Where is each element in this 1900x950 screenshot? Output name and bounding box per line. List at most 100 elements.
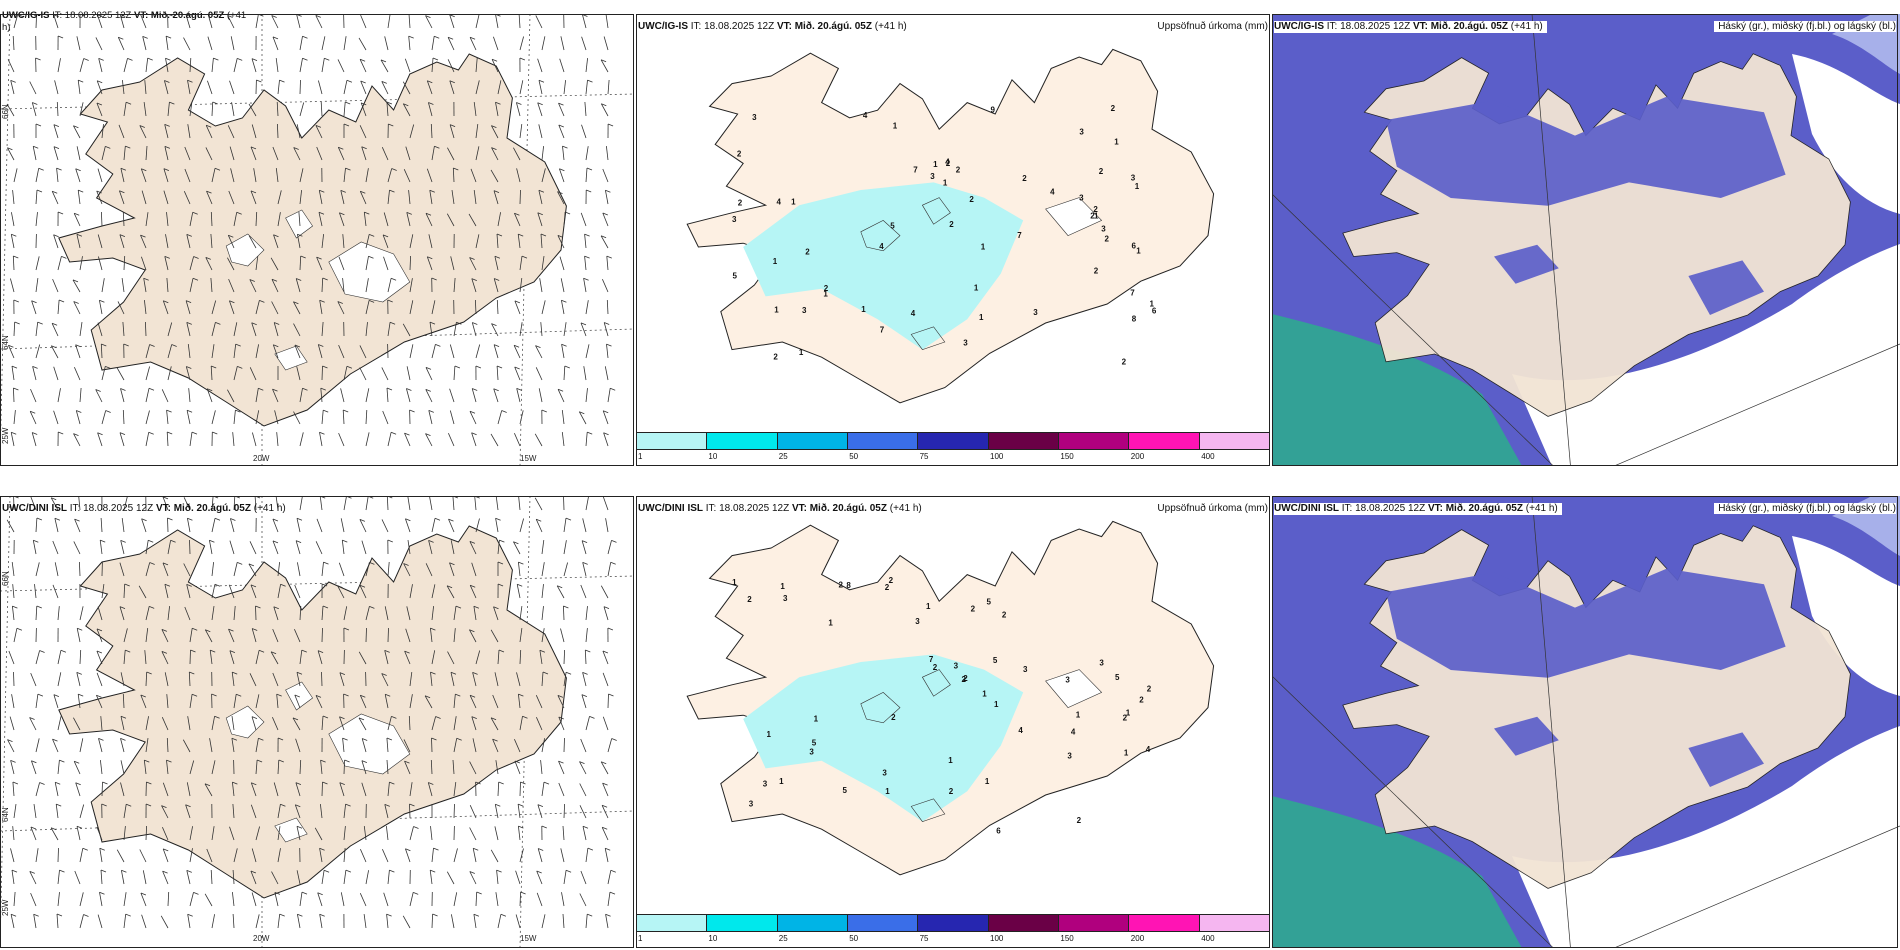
colorbar-swatch (918, 433, 989, 449)
precip-value-label: 2 (1123, 713, 1128, 722)
clear-sky-area (1512, 244, 1900, 466)
longitude-line (0, 14, 11, 466)
precip-value-label: 2 (969, 195, 974, 204)
colorbar-swatch (1199, 915, 1269, 931)
precip-value-label: 2 (1077, 816, 1082, 825)
precip-value-label: 2 (1099, 167, 1104, 176)
cloud-map-title-bottom: Háský (gr.), miðský (fj.bl.) og lágský (… (1714, 503, 1896, 514)
precip-value-label: 2 (971, 604, 976, 613)
precip-value-label: 4 (1050, 187, 1055, 196)
precip-colorbar-top (636, 432, 1270, 450)
model-name: UWC/DINI ISL (2, 503, 67, 514)
high-cloud-area (1272, 796, 1522, 948)
lon-label-20w: 20W (253, 934, 270, 943)
precip-value-label: 3 (752, 113, 757, 122)
wind-map-bottom (0, 496, 634, 948)
colorbar-label: 10 (708, 934, 718, 943)
colorbar-label: 100 (990, 452, 1004, 461)
colorbar-swatch (988, 433, 1059, 449)
precip-value-label: 1 (861, 305, 866, 314)
valid-time: VT: Mið. 20.ágú. 05Z (791, 503, 887, 514)
lat-label-66n: 66N (1, 104, 10, 119)
precip-value-label: 5 (812, 738, 817, 747)
region-boundary (1272, 675, 1554, 948)
precip-value-label: 2 (1094, 266, 1099, 275)
wind-map-header-bottom: UWC/DINI ISL IT: 18.08.2025 12Z VT: Mið.… (2, 503, 286, 515)
lon-label-25w: 25W (1, 899, 10, 916)
precip-value-label: 3 (1079, 128, 1084, 137)
region-boundary (1613, 825, 1900, 948)
colorbar-label: 400 (1201, 452, 1215, 461)
precip-value-label: 1 (982, 690, 987, 699)
precip-value-label: 1 (1124, 748, 1129, 757)
precip-value-label: 4 (777, 197, 782, 206)
lead-time: (+41 h) (250, 503, 286, 514)
precip-value-label: 2 (933, 663, 938, 672)
colorbar-swatch (1058, 433, 1130, 449)
precip-value-label: 3 (1131, 174, 1136, 183)
glacier (860, 692, 901, 724)
precip-value-label: 7 (913, 165, 918, 174)
precip-map-title-top: Uppsöfnuð úrkoma (mm) (1157, 21, 1268, 32)
precip-value-label: 2 (737, 149, 742, 158)
clear-sky-area (1512, 726, 1900, 948)
precip-value-label: 2 (889, 576, 894, 585)
cloud-map-panel-bottom (1272, 496, 1900, 948)
colorbar-swatch (707, 433, 778, 449)
glacier (328, 713, 411, 775)
lon-label-25w: 25W (1, 427, 10, 444)
precip-value-label: 3 (749, 800, 754, 809)
precip-area (743, 654, 1024, 822)
precip-value-label: 1 (994, 700, 999, 709)
precip-value-label: 5 (843, 786, 848, 795)
precip-value-label: 2 (1090, 212, 1095, 221)
precip-value-label: 3 (809, 748, 814, 757)
precip-map-title-bottom: Uppsöfnuð úrkoma (mm) (1157, 503, 1268, 514)
region-boundary (1531, 496, 1571, 948)
precip-value-label: 2 (1022, 174, 1027, 183)
precip-value-label: 6 (996, 827, 1001, 836)
init-time: IT: 18.08.2025 12Z (703, 503, 792, 514)
init-time: IT: 18.08.2025 12Z (1339, 503, 1428, 514)
low-cloud-over-land (1688, 260, 1764, 315)
precip-value-label: 1 (767, 730, 772, 739)
precip-value-label: 7 (1130, 289, 1135, 298)
valid-time: VT: Mið. 20.ágú. 05Z (1427, 503, 1523, 514)
precip-value-label: 2 (839, 581, 844, 590)
valid-time: VT: Mið. 20.ágú. 05Z (134, 10, 225, 21)
precip-value-label: 1 (1150, 300, 1155, 309)
precip-value-label: 2 (956, 166, 961, 175)
precip-map-top: 3422321111111212211233376798756722443345… (636, 14, 1270, 466)
precip-value-label: 1 (1126, 709, 1131, 718)
precip-value-label: 1 (1136, 247, 1141, 256)
precip-value-label: 1 (974, 284, 979, 293)
precip-value-label: 4 (911, 309, 916, 318)
low-cloud-over-land (1386, 568, 1786, 678)
colorbar-label: 25 (778, 934, 788, 943)
precip-value-label: 7 (929, 655, 934, 664)
precip-value-label: 1 (885, 787, 890, 796)
precip-value-label: 2 (1002, 611, 1007, 620)
precip-map-header-top: UWC/IG-IS IT: 18.08.2025 12Z VT: Mið. 20… (638, 21, 907, 33)
precip-value-label: 1 (732, 578, 737, 587)
lon-label-20w: 20W (253, 454, 270, 463)
precip-value-label: 3 (1101, 224, 1106, 233)
precip-value-label: 2 (773, 353, 778, 362)
precip-value-label: 1 (948, 756, 953, 765)
glacier (285, 209, 314, 239)
wind-map-header-top: UWC/IG-IS IT: 18.08.2025 12Z VT: Mið. 20… (2, 10, 246, 34)
lon-label-15w: 15W (520, 454, 537, 463)
precip-value-label: 1 (943, 178, 948, 187)
colorbar-swatch (847, 433, 919, 449)
precip-value-label: 3 (802, 306, 807, 315)
lat-label-66n: 66N (1, 571, 10, 586)
precip-value-label: 1 (773, 257, 778, 266)
colorbar-label: 400 (1201, 934, 1215, 943)
precip-value-label: 4 (879, 242, 884, 251)
precip-value-label: 1 (981, 243, 986, 252)
precip-value-label: 8 (1132, 314, 1137, 323)
precip-area (743, 182, 1024, 350)
